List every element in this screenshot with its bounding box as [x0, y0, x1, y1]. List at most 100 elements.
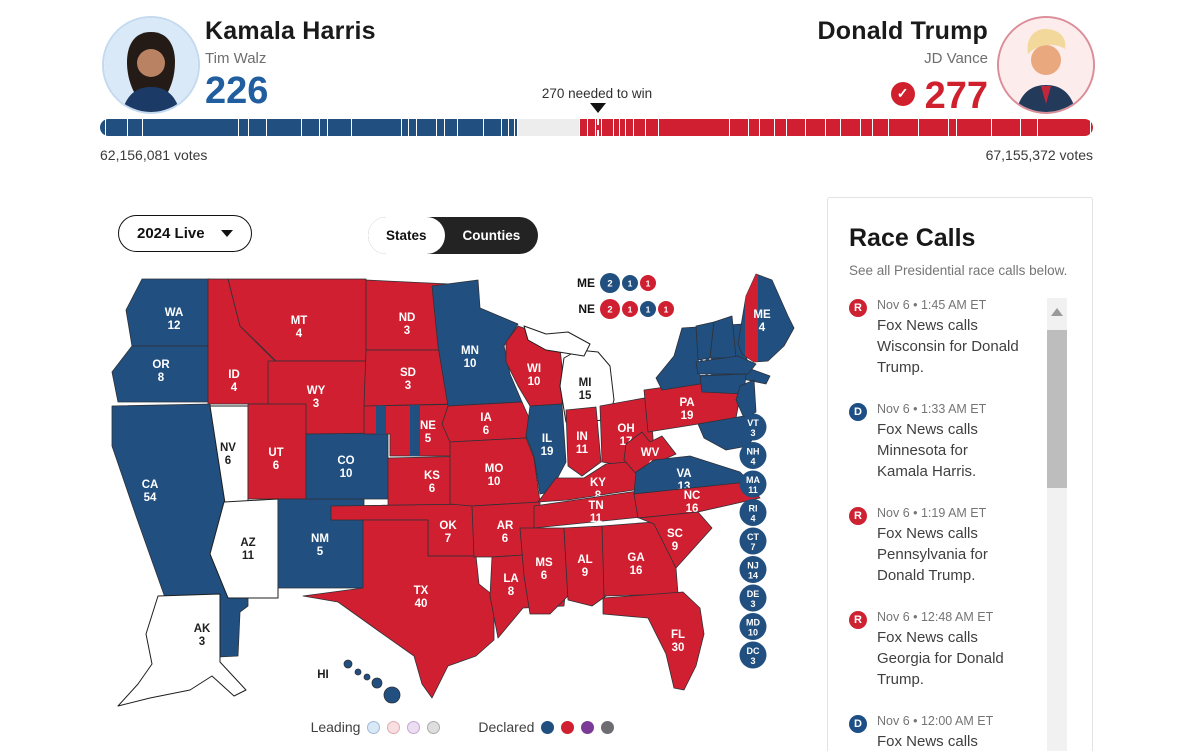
- state-ev-KY: 8: [595, 490, 602, 502]
- state-label-WY: WY: [307, 385, 326, 397]
- state-circle-abbr: CT: [747, 532, 759, 542]
- legend-declared-dot: [581, 720, 595, 734]
- state-HI[interactable]: HI: [317, 659, 401, 704]
- cd-circle-value: 2: [607, 279, 612, 290]
- state-OR[interactable]: OR8: [111, 345, 211, 403]
- state-ev-NM: 5: [317, 546, 324, 558]
- state-circle-NH[interactable]: NH4: [739, 442, 767, 469]
- state-label-CO: CO: [337, 455, 354, 467]
- state-SD[interactable]: SD3: [363, 349, 453, 407]
- state-circle-abbr: DC: [747, 646, 760, 656]
- state-AL[interactable]: AL9: [563, 525, 607, 607]
- state-ev-ME: 4: [759, 322, 766, 334]
- state-circle-DE[interactable]: DE3: [739, 584, 767, 612]
- trump-summary: Donald Trump JD Vance ✓ 277: [818, 17, 988, 115]
- cd-circle-NE-1[interactable]: [600, 299, 620, 319]
- state-ME[interactable]: ME4: [737, 272, 795, 364]
- state-NH[interactable]: [709, 315, 737, 359]
- toggle-option-states[interactable]: States: [368, 217, 445, 254]
- legend-leading-dot: [427, 720, 441, 734]
- state-label-UT: UT: [268, 447, 283, 459]
- race-call-body: Nov 6 • 1:33 AM ET Fox News calls Minneso…: [877, 402, 1021, 482]
- scrollbar-thumb[interactable]: [1047, 330, 1067, 488]
- state-label-FL: FL: [671, 629, 685, 641]
- state-label-KY: KY: [590, 477, 606, 489]
- state-label-HI: HI: [317, 669, 329, 681]
- state-ev-PA: 19: [681, 410, 694, 422]
- state-circle-ev: 10: [748, 628, 758, 638]
- state-UT[interactable]: UT6: [247, 403, 307, 500]
- cd-circle-ME-3[interactable]: [640, 275, 656, 291]
- legend-leading-dot: [387, 720, 401, 734]
- state-IA[interactable]: IA6: [441, 401, 531, 443]
- ev-bar-dem-segment: [514, 119, 517, 136]
- ev-bar-gop-segment: [872, 119, 889, 136]
- state-circle-VT[interactable]: VT3: [739, 413, 767, 441]
- ev-bar-dem-segment: [100, 119, 106, 136]
- cd-circle-ME-2[interactable]: [622, 275, 638, 291]
- state-MT[interactable]: MT4: [227, 278, 367, 362]
- year-selector-dropdown[interactable]: 2024 Live: [118, 215, 252, 252]
- ev-bar-dem-segment: [458, 119, 483, 136]
- cd-circle-NE-4[interactable]: [658, 301, 674, 317]
- ev-bar-dem-segment: [508, 119, 514, 136]
- party-badge-r-icon: R: [849, 507, 867, 525]
- state-label-TN: TN: [588, 500, 603, 512]
- legend-declared-dot: [541, 720, 555, 734]
- state-ev-TX: 40: [415, 598, 428, 610]
- state-circle-CT[interactable]: CT7: [739, 527, 767, 555]
- state-ev-AL: 9: [582, 567, 588, 579]
- ev-bar-dem-segment: [444, 119, 458, 136]
- party-badge-r-icon: R: [849, 299, 867, 317]
- race-calls-scrollbar[interactable]: [1047, 298, 1067, 751]
- state-label-IA: IA: [480, 412, 492, 424]
- state-ev-CA: 54: [144, 492, 157, 504]
- winner-check-icon: ✓: [890, 81, 915, 106]
- cd-circle-ME-1[interactable]: [600, 273, 620, 293]
- needed-to-win-marker-line: [597, 119, 599, 136]
- cd-circle-NE-3[interactable]: [640, 301, 656, 317]
- state-ev-NE: 5: [425, 433, 432, 445]
- state-ev-MI: 15: [579, 390, 592, 402]
- state-label-WV: WV: [641, 447, 660, 459]
- party-badge-r-icon: R: [849, 611, 867, 629]
- race-call-body: Nov 6 • 1:19 AM ET Fox News calls Pennsyl…: [877, 506, 1021, 586]
- state-circle-DC[interactable]: DC3: [739, 641, 767, 669]
- state-circle-RI[interactable]: RI4: [739, 499, 767, 526]
- state-circle-abbr: DE: [747, 589, 760, 599]
- ev-bar-gop-segment: [949, 119, 957, 136]
- state-NM[interactable]: NM5: [277, 498, 365, 589]
- ev-bar-gop-segment: [634, 119, 645, 136]
- state-circle-abbr: NH: [747, 447, 760, 457]
- trump-name: Donald Trump: [817, 17, 988, 45]
- toggle-option-counties[interactable]: Counties: [462, 228, 521, 243]
- scroll-up-arrow-icon[interactable]: [1051, 308, 1063, 316]
- ev-bar-gop-segment: [579, 119, 587, 136]
- state-label-OH: OH: [617, 423, 634, 435]
- race-call-text: Fox News calls Hawaii for Kamala Harris.: [877, 733, 978, 750]
- ev-bar-gop-segment: [786, 119, 805, 136]
- state-SC[interactable]: SC9: [638, 511, 713, 569]
- state-MA[interactable]: [695, 355, 757, 375]
- state-AK[interactable]: AK3: [117, 593, 247, 707]
- cd-row-label: ME: [577, 276, 595, 290]
- cd-circle-value: 1: [646, 305, 651, 315]
- state-ev-FL: 30: [672, 642, 685, 654]
- cd-circle-NE-2[interactable]: [622, 301, 638, 317]
- states-counties-toggle[interactable]: States Counties: [368, 217, 539, 254]
- state-ev-IA: 6: [483, 425, 489, 437]
